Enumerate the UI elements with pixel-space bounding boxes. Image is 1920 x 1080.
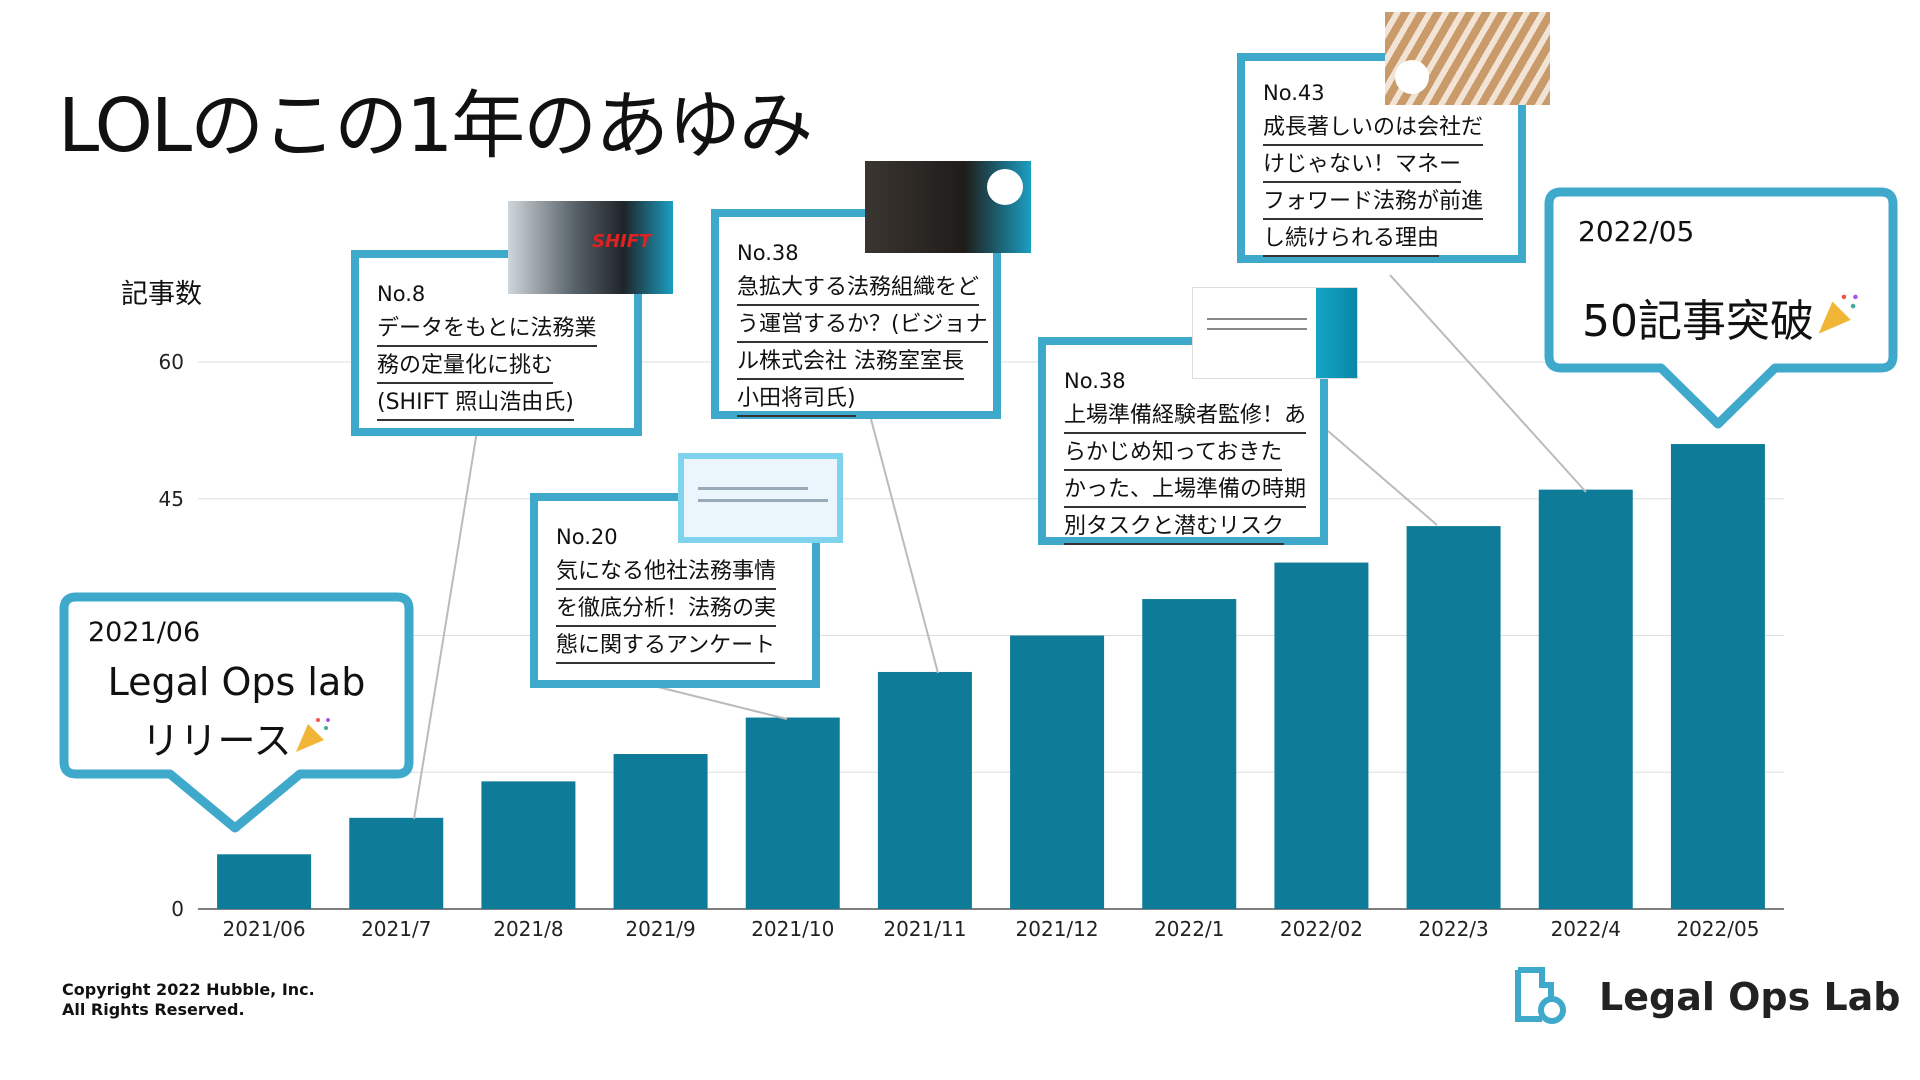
- x-tick-label: 2021/12: [1016, 917, 1099, 941]
- article-title-link[interactable]: 上場準備経験者監修！あ: [1064, 399, 1307, 434]
- party-popper-icon: [1818, 294, 1858, 334]
- article-card-no20[interactable]: No.20 気になる他社法務事情 を徹底分析！法務の実 態に関するアンケート: [530, 493, 820, 688]
- article-thumbnail: SHIFT: [508, 201, 673, 294]
- legal-ops-lab-logo: Legal Ops Lab: [1515, 967, 1901, 1027]
- article-thumbnail: [865, 161, 1031, 253]
- shift-logo-image: SHIFT: [592, 231, 652, 252]
- copyright: Copyright 2022 Hubble, Inc. All Rights R…: [62, 980, 315, 1020]
- article-title-link[interactable]: ル株式会社 法務室室長: [737, 345, 964, 380]
- y-tick-labels: 0 45 60: [159, 350, 184, 921]
- end-date: 2022/05: [1578, 215, 1695, 248]
- legal-ops-lab-logo-icon: [1515, 967, 1566, 1024]
- article-title-link[interactable]: かった、上場準備の時期: [1064, 473, 1307, 508]
- article-number: No.20: [556, 525, 618, 549]
- bar: [1142, 599, 1237, 909]
- y-axis-label: 記事数: [121, 279, 202, 310]
- bar: [1274, 562, 1369, 909]
- article-title-link[interactable]: フォワード法務が前進: [1263, 185, 1484, 220]
- connector-line: [649, 684, 788, 720]
- logo-text: Legal Ops Lab: [1599, 975, 1901, 1019]
- article-title-link[interactable]: けじゃない！マネー: [1263, 148, 1462, 183]
- article-title-link[interactable]: 気になる他社法務事情: [556, 555, 777, 590]
- bar: [1406, 526, 1501, 909]
- article-title-link[interactable]: (SHIFT 照山浩由氏): [377, 386, 574, 421]
- start-date: 2021/06: [88, 617, 201, 648]
- article-thumbnail: [678, 453, 843, 543]
- article-title-link[interactable]: 成長著しいのは会社だ: [1263, 111, 1484, 146]
- x-tick-label: 2022/3: [1418, 917, 1488, 941]
- bar: [1010, 635, 1105, 909]
- bar: [877, 671, 972, 909]
- start-speech-bubble: [59, 592, 414, 833]
- x-tick-label: 2022/05: [1676, 917, 1759, 941]
- connector-line: [413, 424, 479, 820]
- article-thumbnail: [1192, 287, 1358, 379]
- bar: [349, 817, 444, 909]
- article-number: No.43: [1263, 81, 1325, 105]
- x-tick-label: 2022/02: [1280, 917, 1363, 941]
- party-popper-icon: [295, 718, 330, 752]
- article-title-link[interactable]: 小田将司氏): [737, 382, 856, 417]
- article-title-link[interactable]: し続けられる理由: [1263, 222, 1440, 257]
- x-tick-label: 2021/7: [361, 917, 431, 941]
- bar: [613, 754, 708, 909]
- bar: [1538, 489, 1633, 909]
- article-title-link[interactable]: う運営するか？(ビジョナ: [737, 308, 988, 343]
- connector-line: [870, 418, 939, 674]
- connector-line: [1389, 274, 1587, 493]
- start-subtitle: リリース: [64, 710, 409, 765]
- y-tick-label: 0: [171, 897, 184, 921]
- article-title-link[interactable]: を徹底分析！法務の実: [556, 592, 777, 627]
- copyright-line: All Rights Reserved.: [62, 1000, 245, 1019]
- end-speech-bubble: [1544, 187, 1898, 429]
- page-title: LOLのこの1年のあゆみ: [58, 83, 813, 169]
- connector-lines: [413, 274, 1587, 820]
- x-tick-label: 2021/8: [493, 917, 563, 941]
- bars: [217, 444, 1765, 909]
- x-tick-label: 2021/11: [883, 917, 966, 941]
- x-tick-label: 2021/9: [625, 917, 695, 941]
- bar: [1670, 444, 1765, 909]
- article-thumbnail: [1385, 12, 1550, 105]
- article-number: No.38: [737, 241, 799, 265]
- x-tick-labels: 2021/06 2021/7 2021/8 2021/9 2021/10 2021/11 2…: [223, 917, 1760, 941]
- y-tick-label: 45: [159, 487, 184, 511]
- article-title-link[interactable]: 急拡大する法務組織をど: [737, 271, 980, 306]
- copyright-line: Copyright 2022 Hubble, Inc.: [62, 980, 315, 999]
- article-title-link[interactable]: 態に関するアンケート: [556, 629, 776, 664]
- start-title: Legal Ops lab: [107, 660, 366, 704]
- y-tick-label: 60: [159, 350, 184, 374]
- x-tick-label: 2021/06: [223, 917, 306, 941]
- article-title-link[interactable]: データをもとに法務業: [377, 312, 597, 347]
- end-title-text: 50記事突破: [1582, 296, 1814, 347]
- x-tick-label: 2022/1: [1154, 917, 1224, 941]
- article-title-link[interactable]: 別タスクと潜むリスク: [1064, 510, 1285, 545]
- bar: [745, 717, 840, 909]
- article-number: No.8: [377, 282, 426, 306]
- article-card-no43[interactable]: No.43 成長著しいのは会社だ けじゃない！マネー フォワード法務が前進 し続…: [1237, 53, 1526, 263]
- end-title: 50記事突破: [1549, 285, 1893, 349]
- article-number: No.38: [1064, 369, 1126, 393]
- x-tick-label: 2022/4: [1551, 917, 1621, 941]
- bar: [217, 854, 312, 909]
- article-title-link[interactable]: 務の定量化に挑む: [377, 349, 554, 384]
- bar: [481, 781, 576, 909]
- article-title-link[interactable]: らかじめ知っておきた: [1064, 436, 1283, 471]
- start-subtitle-text: リリース: [141, 719, 292, 763]
- connector-line: [1327, 430, 1438, 526]
- x-tick-label: 2021/10: [751, 917, 834, 941]
